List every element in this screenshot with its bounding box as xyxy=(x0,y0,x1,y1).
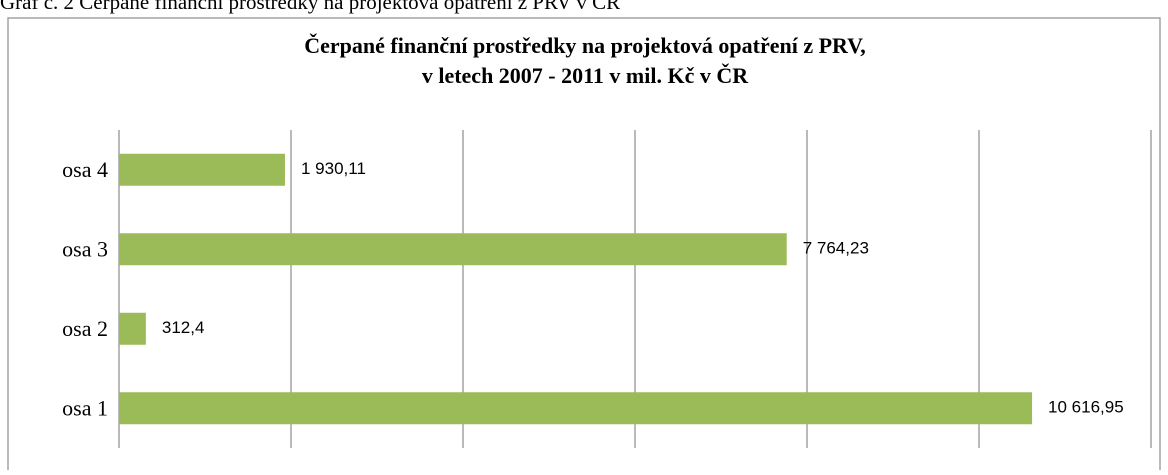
data-label: 1 930,11 xyxy=(301,159,366,178)
y-tick-label: osa 2 xyxy=(62,316,108,341)
y-tick-label: osa 3 xyxy=(62,236,108,261)
y-tick-label: osa 4 xyxy=(62,157,108,182)
data-label: 312,4 xyxy=(162,318,205,337)
chart-title: v letech 2007 - 2011 v mil. Kč v ČR xyxy=(422,63,749,88)
bar xyxy=(119,312,146,345)
caption: Graf č. 2 Čerpané finanční prostředky na… xyxy=(0,0,620,14)
bar xyxy=(119,392,1033,425)
y-tick-label: osa 1 xyxy=(62,395,108,420)
data-label: 10 616,95 xyxy=(1048,398,1124,417)
bar xyxy=(119,153,285,186)
data-label: 7 764,23 xyxy=(803,239,869,258)
chart-title: Čerpané finanční prostředky na projektov… xyxy=(304,33,865,58)
bar xyxy=(119,233,787,266)
